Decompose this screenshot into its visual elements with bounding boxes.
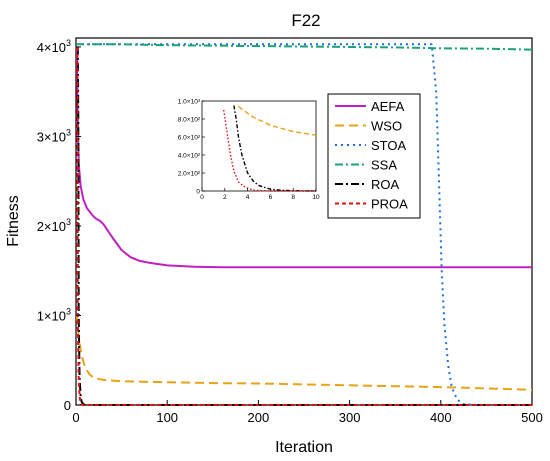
x-tick-label: 300 [339,410,361,425]
inset-chart: 0 2 4 6 8 10 0 2.0×10² 4.0×10² 6.0×10² 8.0×10² 1.0×… [178,99,320,202]
legend-label-stoa: STOA [371,138,406,153]
series-line-stoa [76,43,532,406]
inset-x-tick-label: 10 [312,194,320,201]
inset-series-line-proa [223,109,316,192]
legend-label-wso: WSO [371,119,402,134]
inset-frame [201,100,317,192]
inset-x-tick-label: 2 [223,194,227,201]
x-tick-label: 400 [430,410,452,425]
legend-box [327,93,421,219]
y-axis-title: Fitness [5,195,22,247]
inset-lines [223,105,317,192]
x-tick-label: 200 [248,410,270,425]
inset-y-tick-label: 1.0×10³ [178,99,201,106]
x-tick-label: 100 [156,410,178,425]
inset-axes: 0 2 4 6 8 10 0 2.0×10² 4.0×10² 6.0×10² 8.0×10² 1.0×… [178,99,320,202]
chart-title: F22 [291,11,320,30]
x-tick-label: 0 [72,410,79,425]
legend-label-proa: PROA [371,197,408,212]
y-axis: 0 1×103 2×103 3×103 4×103 [37,38,81,413]
inset-y-tick-label: 6.0×10² [178,135,201,142]
inset-series-line-roa [233,105,317,192]
inset-y-tick-label: 0 [196,189,200,196]
legend-label-ssa: SSA [371,158,397,173]
inset-series-line-wso [238,105,317,136]
y-tick-label: 4×103 [37,38,71,55]
plot-lines [75,43,533,406]
x-axis-title: Iteration [275,439,333,456]
legend: AEFA WSO STOA SSA ROA PROA [327,93,421,219]
inset-y-tick-label: 8.0×10² [178,117,201,124]
y-tick-label: 3×103 [37,127,71,144]
inset-x-tick-label: 6 [269,194,273,201]
series-line-ssa [76,43,533,51]
x-tick-label: 500 [521,410,543,425]
series-line-wso [75,315,533,391]
legend-label-aefa: AEFA [371,99,405,114]
legend-label-roa: ROA [371,177,400,192]
inset-x-tick-label: 4 [246,194,250,201]
inset-x-tick-label: 0 [200,194,204,201]
series-line-aefa [75,46,532,269]
x-axis: 0 100 200 300 400 500 [72,400,543,425]
series-line-proa [76,46,532,406]
inset-y-tick-label: 4.0×10² [178,153,201,160]
inset-x-tick-label: 8 [291,194,295,201]
inset-y-tick-label: 2.0×10² [178,171,201,178]
y-tick-label: 0 [64,398,71,413]
y-tick-label: 1×103 [37,306,71,323]
y-tick-label: 2×103 [37,217,71,234]
plot-frame [75,37,533,406]
